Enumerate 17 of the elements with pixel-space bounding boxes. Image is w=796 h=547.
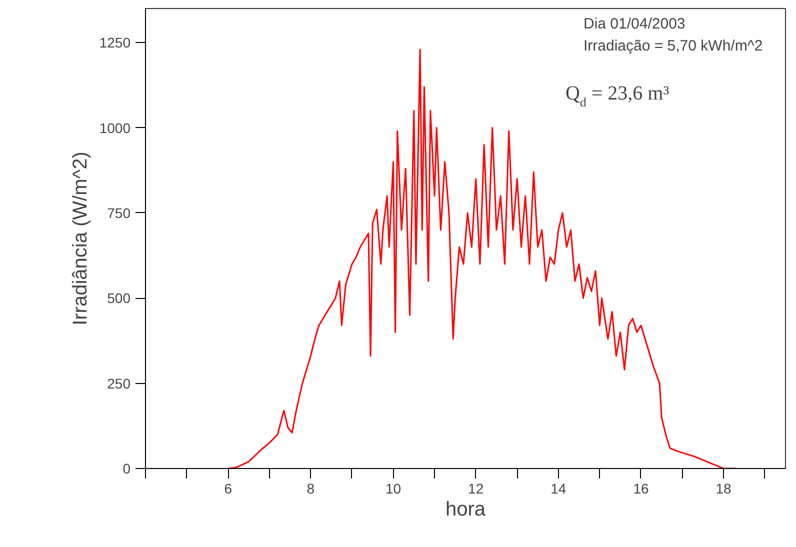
y-tick-label: 750: [107, 204, 131, 221]
x-tick-label: 8: [306, 480, 315, 496]
x-tick-label: 16: [633, 480, 649, 496]
y-tick-label: 1250: [99, 34, 131, 51]
y-tick-label: 0: [122, 460, 131, 476]
x-tick-label: 18: [716, 480, 732, 496]
y-tick-label: 500: [107, 290, 131, 306]
annotation: Dia 01/04/2003: [584, 16, 686, 32]
x-axis-title: hora: [445, 498, 486, 520]
y-axis-title: Irradiância (W/m^2): [69, 152, 92, 326]
x-tick-label: 6: [224, 480, 232, 496]
x-tick-label: 10: [385, 480, 402, 496]
y-tick-label: 250: [107, 375, 131, 392]
annotation: Irradiação = 5,70 kWh/m^2: [584, 38, 763, 54]
y-tick-label: 1000: [99, 120, 131, 136]
x-tick-label: 14: [550, 480, 566, 496]
x-tick-label: 12: [468, 480, 484, 496]
